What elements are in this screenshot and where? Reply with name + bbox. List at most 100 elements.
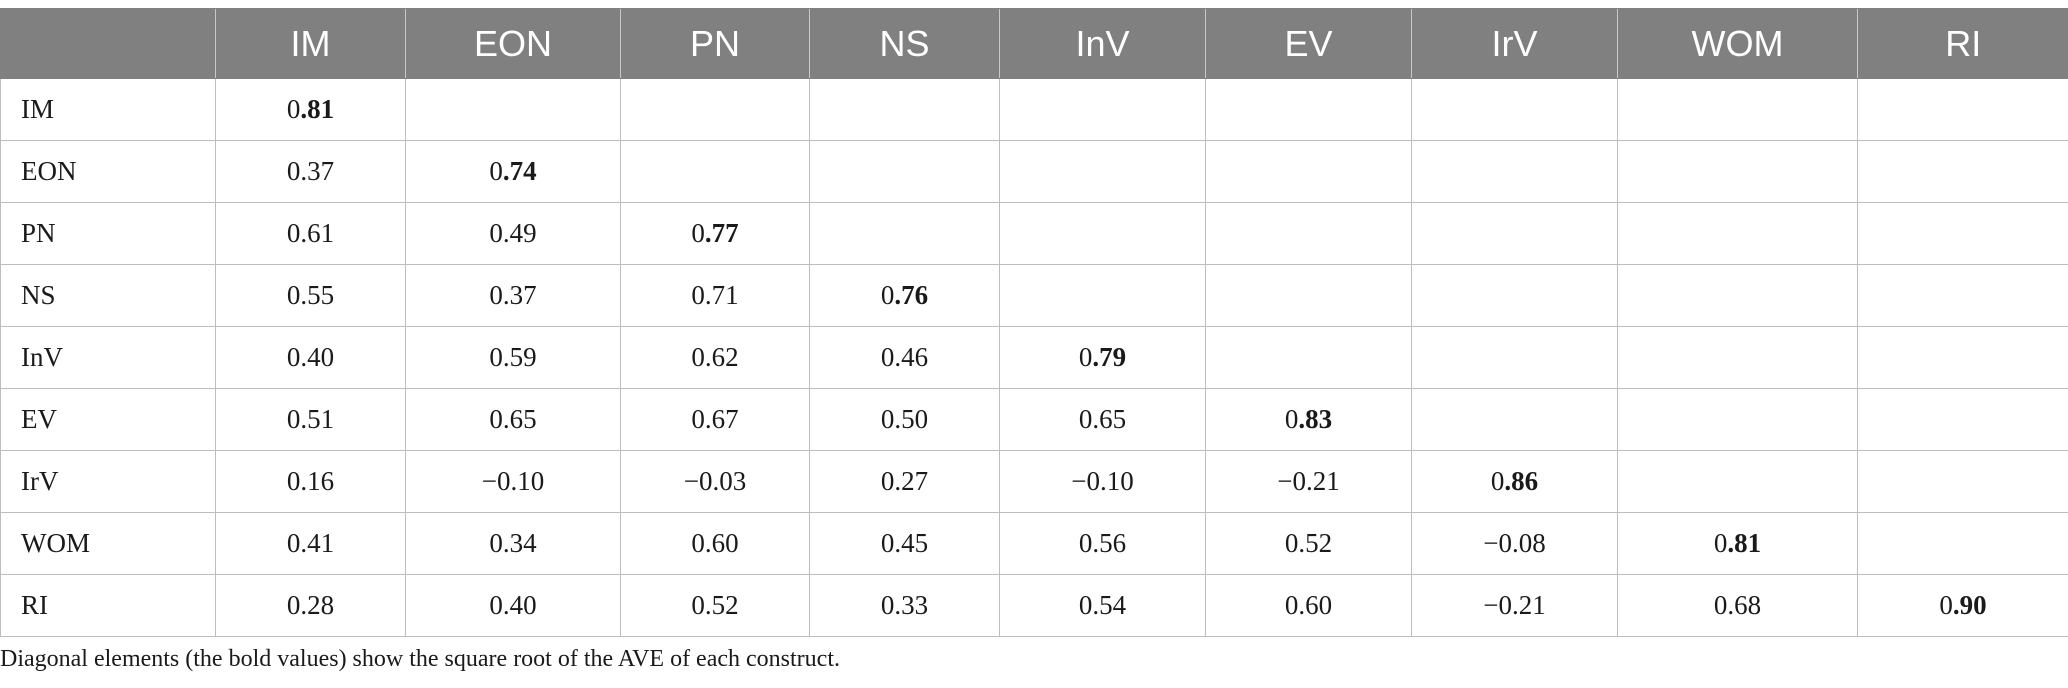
row-label: EV — [0, 388, 216, 451]
correlation-cell: 0.65 — [405, 388, 621, 451]
correlation-cell — [1617, 78, 1858, 141]
correlation-table: IM EON PN NS InV EV IrV WOM RI IM 0.81 EON 0.37 0.74… — [0, 8, 2068, 637]
correlation-cell: 0.37 — [215, 140, 406, 203]
table-row: IrV 0.16 −0.10 −0.03 0.27 −0.10 −0.21 0.86 — [0, 450, 2068, 513]
row-label: IrV — [0, 450, 216, 513]
diagonal-value: 0.76 — [880, 280, 929, 310]
correlation-cell: 0.71 — [620, 264, 810, 327]
correlation-cell: 0.27 — [809, 450, 1000, 513]
correlation-cell: 0.33 — [809, 574, 1000, 637]
correlation-cell — [1205, 326, 1412, 389]
diagonal-value: 0.77 — [691, 218, 739, 248]
row-label: WOM — [0, 512, 216, 575]
correlation-cell — [1857, 326, 2068, 389]
diagonal-value-cell: 0.86 — [1411, 450, 1618, 513]
diagonal-value-cell: 0.90 — [1857, 574, 2068, 637]
correlation-cell: −0.21 — [1411, 574, 1618, 637]
correlation-cell — [1617, 326, 1858, 389]
correlation-cell: 0.60 — [1205, 574, 1412, 637]
correlation-cell — [1411, 388, 1618, 451]
diagonal-value: 0.74 — [489, 156, 537, 186]
correlation-cell — [620, 140, 810, 203]
diagonal-value-cell: 0.81 — [1617, 512, 1858, 575]
correlation-cell: −0.10 — [405, 450, 621, 513]
correlation-cell — [1205, 264, 1412, 327]
table-row: NS 0.55 0.37 0.71 0.76 — [0, 264, 2068, 327]
correlation-cell — [1617, 202, 1858, 265]
table-body: IM 0.81 EON 0.37 0.74 PN 0.61 0.49 0.77 NS 0.55 0.3… — [0, 78, 2068, 637]
row-label: EON — [0, 140, 216, 203]
correlation-cell: 0.52 — [620, 574, 810, 637]
correlation-cell: 0.62 — [620, 326, 810, 389]
correlation-cell — [1857, 512, 2068, 575]
column-header: IM — [215, 8, 406, 79]
correlation-cell — [1205, 78, 1412, 141]
column-header: EV — [1205, 8, 1412, 79]
correlation-cell: 0.51 — [215, 388, 406, 451]
correlation-cell — [809, 78, 1000, 141]
correlation-cell — [1617, 140, 1858, 203]
table-footnote: Diagonal elements (the bold values) show… — [0, 646, 840, 672]
correlation-cell: 0.46 — [809, 326, 1000, 389]
diagonal-value: 0.79 — [1078, 342, 1127, 372]
header-row: IM EON PN NS InV EV IrV WOM RI — [0, 8, 2068, 79]
correlation-cell — [999, 78, 1206, 141]
correlation-cell: 0.60 — [620, 512, 810, 575]
correlation-cell — [620, 78, 810, 141]
correlation-cell: 0.61 — [215, 202, 406, 265]
correlation-cell: 0.40 — [405, 574, 621, 637]
correlation-cell — [1617, 450, 1858, 513]
correlation-cell: 0.65 — [999, 388, 1206, 451]
correlation-cell — [1857, 140, 2068, 203]
correlation-cell — [1857, 78, 2068, 141]
diagonal-value-cell: 0.77 — [620, 202, 810, 265]
row-label: PN — [0, 202, 216, 265]
correlation-cell: 0.49 — [405, 202, 621, 265]
correlation-cell — [405, 78, 621, 141]
table-row: IM 0.81 — [0, 78, 2068, 141]
table-row: PN 0.61 0.49 0.77 — [0, 202, 2068, 265]
column-header: InV — [999, 8, 1206, 79]
table-row: WOM 0.41 0.34 0.60 0.45 0.56 0.52 −0.08 0.81 — [0, 512, 2068, 575]
header-corner-cell — [0, 8, 216, 79]
diagonal-value: 0.81 — [1713, 528, 1762, 558]
diagonal-value-cell: 0.83 — [1205, 388, 1412, 451]
column-header: RI — [1857, 8, 2068, 79]
correlation-cell — [1411, 326, 1618, 389]
correlation-cell — [809, 202, 1000, 265]
correlation-cell: 0.34 — [405, 512, 621, 575]
correlation-cell — [1857, 450, 2068, 513]
correlation-cell: −0.21 — [1205, 450, 1412, 513]
correlation-cell: 0.59 — [405, 326, 621, 389]
table-row: EON 0.37 0.74 — [0, 140, 2068, 203]
diagonal-value-cell: 0.81 — [215, 78, 406, 141]
correlation-cell — [1411, 202, 1618, 265]
diagonal-value-cell: 0.74 — [405, 140, 621, 203]
correlation-cell — [999, 264, 1206, 327]
column-header: IrV — [1411, 8, 1618, 79]
diagonal-value: 0.83 — [1284, 404, 1333, 434]
row-label: InV — [0, 326, 216, 389]
correlation-cell: 0.54 — [999, 574, 1206, 637]
table-row: EV 0.51 0.65 0.67 0.50 0.65 0.83 — [0, 388, 2068, 451]
correlation-cell — [999, 140, 1206, 203]
diagonal-value-cell: 0.76 — [809, 264, 1000, 327]
correlation-cell — [1411, 264, 1618, 327]
correlation-cell: −0.03 — [620, 450, 810, 513]
table-row: InV 0.40 0.59 0.62 0.46 0.79 — [0, 326, 2068, 389]
correlation-cell — [999, 202, 1206, 265]
row-label: NS — [0, 264, 216, 327]
diagonal-value: 0.90 — [1939, 590, 1987, 620]
diagonal-value: 0.86 — [1490, 466, 1539, 496]
correlation-cell — [1857, 202, 2068, 265]
correlation-cell: 0.55 — [215, 264, 406, 327]
correlation-cell — [1857, 264, 2068, 327]
diagonal-value: 0.81 — [286, 94, 335, 124]
row-label: IM — [0, 78, 216, 141]
diagonal-value-cell: 0.79 — [999, 326, 1206, 389]
correlation-cell: 0.67 — [620, 388, 810, 451]
column-header: EON — [405, 8, 621, 79]
correlation-cell: 0.41 — [215, 512, 406, 575]
correlation-cell: 0.52 — [1205, 512, 1412, 575]
correlation-cell: 0.45 — [809, 512, 1000, 575]
